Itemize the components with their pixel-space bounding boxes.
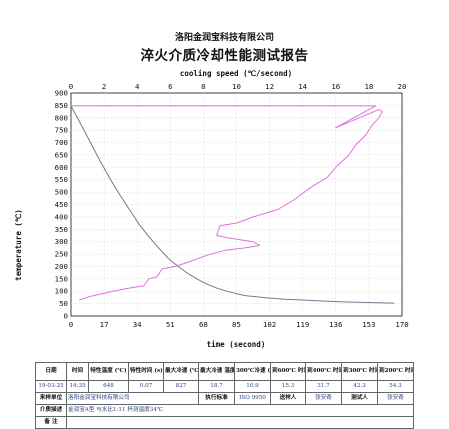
y-tick-label: 150 bbox=[55, 274, 68, 283]
speed-tick-label: 12 bbox=[265, 82, 274, 91]
medium-row: 介质描述 金润宝A型 与水比1:11 杯测温度34℃ bbox=[35, 404, 414, 417]
header-cell: 到300℃ 时间(s) bbox=[341, 362, 378, 381]
x-tick-label: 102 bbox=[263, 320, 276, 329]
header-cell: 最大冷速 温度(℃) bbox=[198, 362, 235, 381]
value-cell: 648 bbox=[88, 380, 129, 393]
standard-label: 执行标准 bbox=[198, 392, 235, 405]
value-cell: 10.9 bbox=[234, 380, 271, 393]
header-cell: 时间 bbox=[66, 362, 89, 381]
speed-tick-label: 14 bbox=[298, 82, 307, 91]
value-cell: 827 bbox=[163, 380, 199, 393]
y-tick-label: 700 bbox=[55, 138, 68, 147]
x-tick-label: 51 bbox=[166, 320, 175, 329]
temperature-time-curve bbox=[70, 105, 395, 304]
y-tick-label: 900 bbox=[55, 89, 68, 98]
sender-person-value: 张安奇 bbox=[305, 392, 342, 405]
y-tick-label: 450 bbox=[55, 200, 68, 209]
speed-tick-label: 2 bbox=[102, 82, 106, 91]
header-cell: 日期 bbox=[35, 362, 67, 381]
y-tick-label: 600 bbox=[55, 163, 68, 172]
header-cell: 最大冷速 (℃/s) bbox=[163, 362, 199, 381]
x-tick-label: 170 bbox=[395, 320, 408, 329]
value-cell: 15.3 bbox=[270, 380, 306, 393]
value-cell: 54.3 bbox=[377, 380, 414, 393]
value-cell: 42.3 bbox=[341, 380, 378, 393]
standard-value: ISO 9950 bbox=[234, 392, 271, 405]
series-layer bbox=[70, 105, 395, 304]
cooling-curve-chart: cooling speed (℃/second) time (second) t… bbox=[14, 69, 409, 349]
report-title: 淬火介质冷却性能测试报告 bbox=[140, 48, 309, 64]
header-cell: 到400℃ 时间(s) bbox=[305, 362, 342, 381]
y-tick-label: 50 bbox=[59, 299, 68, 308]
tick-layer: 0501001502002503003504004505005506006507… bbox=[55, 82, 409, 329]
header-cell: 到200℃ 时间(s) bbox=[377, 362, 414, 381]
x-tick-label: 68 bbox=[199, 320, 208, 329]
y-tick-label: 800 bbox=[55, 113, 68, 122]
tester-label: 测试人 bbox=[341, 392, 378, 405]
x-tick-label: 136 bbox=[329, 320, 342, 329]
speed-tick-label: 0 bbox=[69, 82, 73, 91]
y-tick-label: 750 bbox=[55, 126, 68, 135]
y-tick-label: 300 bbox=[55, 237, 68, 246]
x-tick-label: 119 bbox=[296, 320, 309, 329]
sender-person-label: 送样人 bbox=[270, 392, 306, 405]
top-axis-label: cooling speed (℃/second) bbox=[180, 69, 292, 78]
bottom-axis-label: time (second) bbox=[207, 340, 266, 349]
y-tick-label: 200 bbox=[55, 262, 68, 271]
x-tick-label: 153 bbox=[362, 320, 375, 329]
header-cell: 300℃冷速 (℃/s) bbox=[234, 362, 271, 381]
value-cell: 18.7 bbox=[198, 380, 235, 393]
header-cell: 特性时间 (s) bbox=[128, 362, 164, 381]
value-cell: 14:35 bbox=[66, 380, 89, 393]
y-tick-label: 500 bbox=[55, 188, 68, 197]
y-tick-label: 850 bbox=[55, 101, 68, 110]
speed-tick-label: 16 bbox=[331, 82, 340, 91]
y-tick-label: 350 bbox=[55, 225, 68, 234]
speed-tick-label: 10 bbox=[232, 82, 241, 91]
header-row: 日期 时间 特性温度 (℃) 特性时间 (s) 最大冷速 (℃/s) 最大冷速 … bbox=[35, 362, 414, 381]
y-tick-label: 400 bbox=[55, 212, 68, 221]
grid-layer bbox=[71, 93, 402, 316]
speed-tick-label: 6 bbox=[168, 82, 172, 91]
tester-value: 张安奇 bbox=[377, 392, 414, 405]
left-axis-label: temperature (℃) bbox=[14, 209, 23, 281]
header-cell: 到600℃ 时间(s) bbox=[270, 362, 306, 381]
y-tick-label: 0 bbox=[64, 312, 68, 321]
speed-tick-label: 18 bbox=[364, 82, 373, 91]
x-tick-label: 17 bbox=[100, 320, 109, 329]
header-cell: 特性温度 (℃) bbox=[88, 362, 129, 381]
speed-tick-label: 8 bbox=[201, 82, 205, 91]
cooling-speed-curve bbox=[71, 105, 383, 301]
y-tick-label: 100 bbox=[55, 287, 68, 296]
y-tick-label: 650 bbox=[55, 150, 68, 159]
x-tick-label: 0 bbox=[69, 320, 73, 329]
x-tick-label: 34 bbox=[133, 320, 142, 329]
value-cell: 31.7 bbox=[305, 380, 342, 393]
sender-row: 来样单位 洛阳金润宝科技有限公司 执行标准 ISO 9950 送样人 张安奇 测… bbox=[35, 392, 414, 405]
medium-label: 介质描述 bbox=[35, 404, 67, 417]
y-tick-label: 550 bbox=[55, 175, 68, 184]
sender-unit-value: 洛阳金润宝科技有限公司 bbox=[66, 392, 199, 405]
speed-tick-label: 4 bbox=[135, 82, 140, 91]
company-name: 洛阳金润宝科技有限公司 bbox=[174, 33, 274, 43]
sender-unit-label: 来样单位 bbox=[35, 392, 67, 405]
value-cell: 19-03-25 bbox=[35, 380, 67, 393]
x-tick-label: 85 bbox=[232, 320, 241, 329]
results-table: 日期 时间 特性温度 (℃) 特性时间 (s) 最大冷速 (℃/s) 最大冷速 … bbox=[35, 362, 414, 429]
speed-tick-label: 20 bbox=[398, 82, 407, 91]
y-tick-label: 250 bbox=[55, 250, 68, 259]
medium-value: 金润宝A型 与水比1:11 杯测温度34℃ bbox=[66, 404, 414, 417]
value-cell: 0.07 bbox=[128, 380, 164, 393]
values-row: 19-03-25 14:35 648 0.07 827 18.7 10.9 15… bbox=[35, 380, 414, 393]
